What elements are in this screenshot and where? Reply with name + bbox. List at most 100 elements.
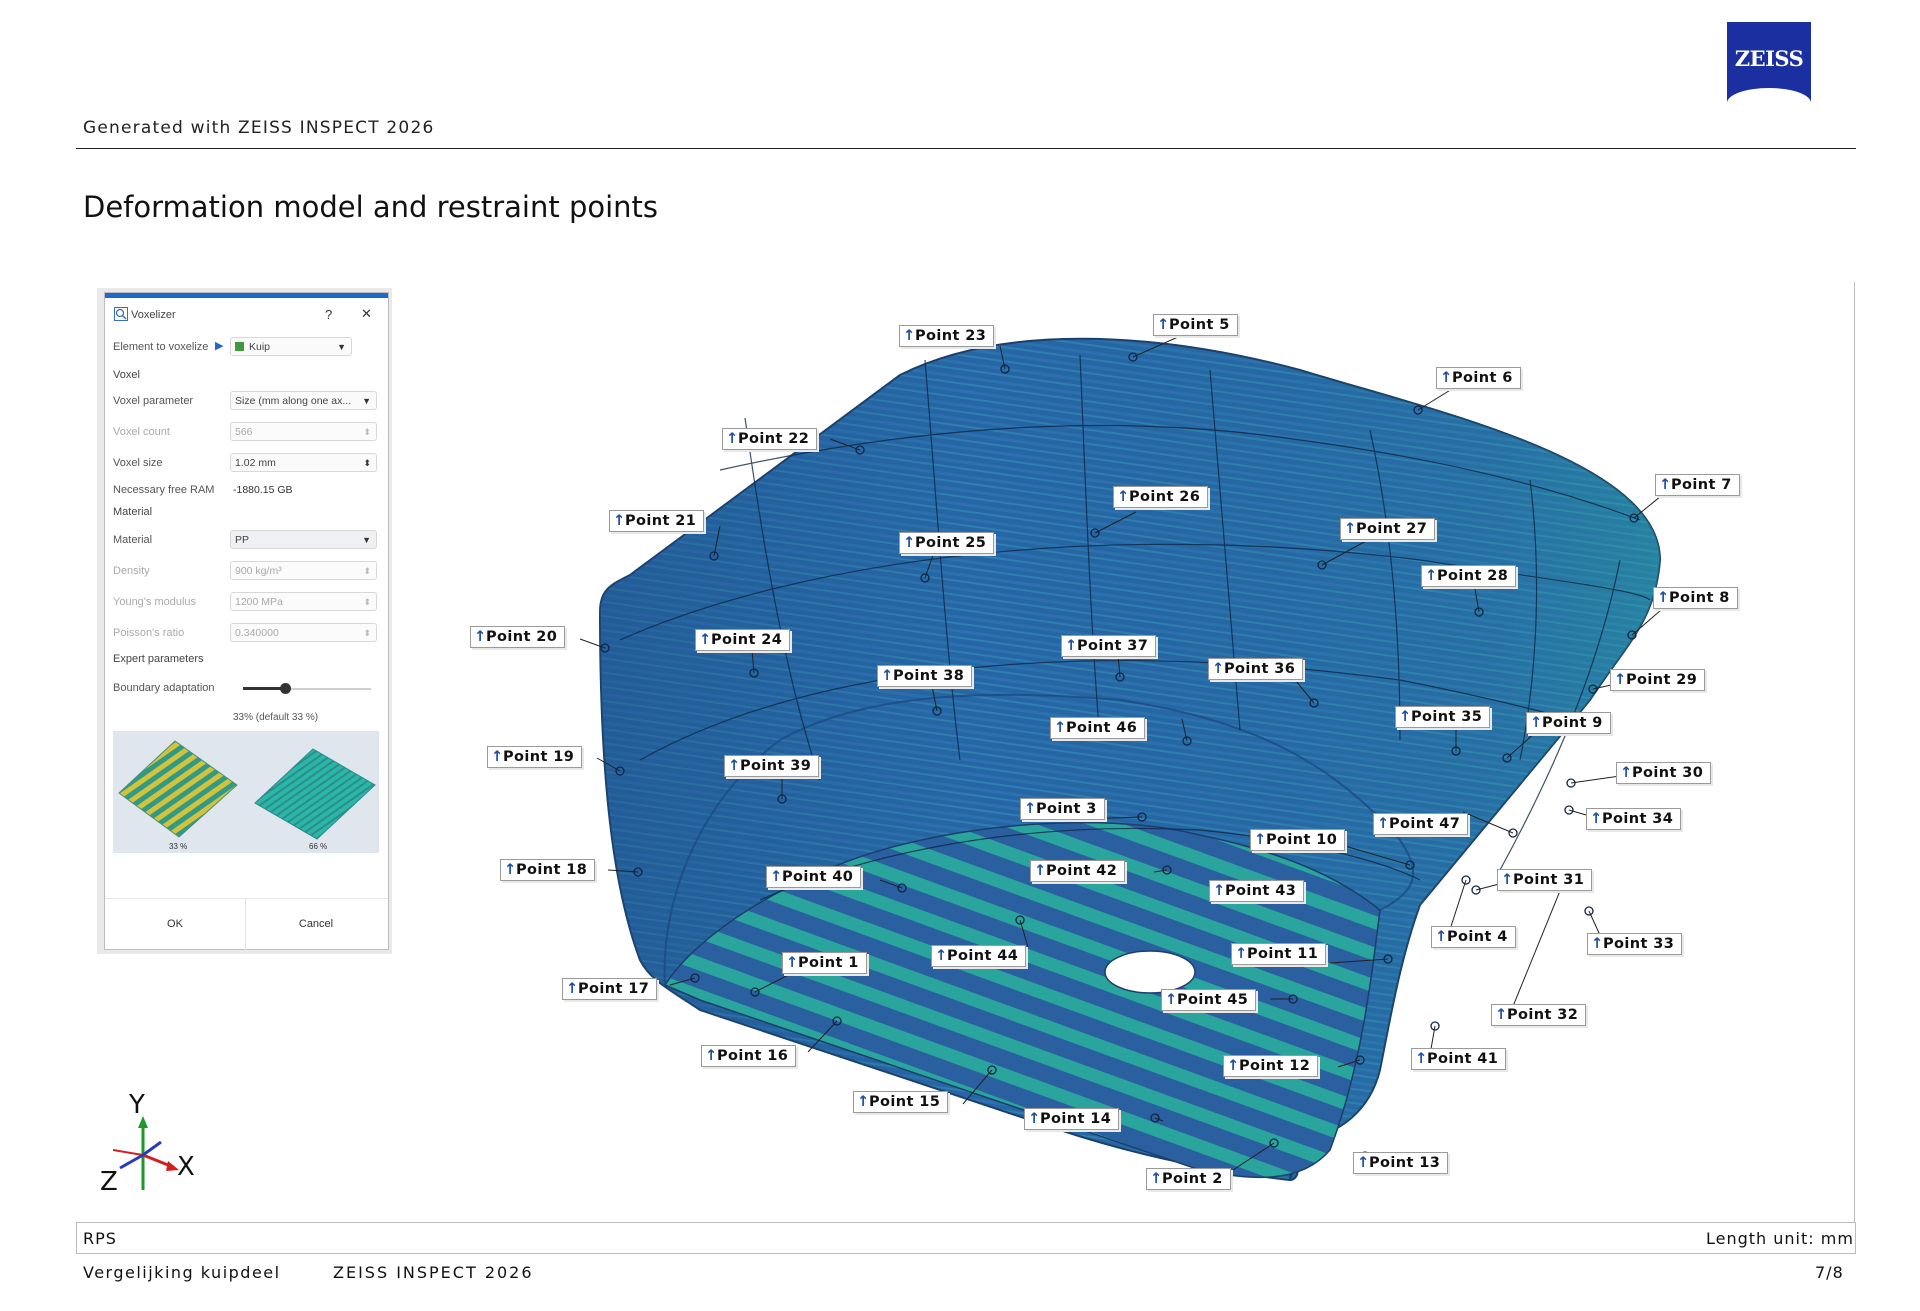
axis-x-label: X bbox=[177, 1152, 195, 1182]
point-label[interactable]: ↑Point 47 bbox=[1373, 813, 1469, 835]
axis-triad: Y X Z bbox=[95, 1090, 205, 1200]
voxel-count-label: Voxel count bbox=[113, 426, 170, 438]
restraint-arrow-icon: ↑ bbox=[881, 668, 894, 684]
close-button[interactable]: ✕ bbox=[361, 306, 372, 321]
restraint-arrow-icon: ↑ bbox=[1344, 521, 1357, 537]
material-select[interactable]: PP ▼ bbox=[230, 530, 377, 549]
restraint-arrow-icon: ↑ bbox=[1235, 946, 1248, 962]
help-button[interactable]: ? bbox=[325, 307, 333, 322]
ok-button[interactable]: OK bbox=[105, 899, 246, 950]
point-label[interactable]: ↑Point 24 bbox=[695, 629, 791, 651]
poissons-ratio-label: Poisson's ratio bbox=[113, 627, 185, 639]
point-label[interactable]: ↑Point 43 bbox=[1209, 880, 1305, 902]
point-label[interactable]: ↑Point 39 bbox=[724, 755, 820, 777]
restraint-arrow-icon: ↑ bbox=[1501, 872, 1514, 888]
point-label[interactable]: ↑Point 1 bbox=[782, 952, 867, 974]
point-label[interactable]: ↑Point 29 bbox=[1610, 669, 1706, 691]
play-icon[interactable]: ▶ bbox=[215, 340, 224, 352]
youngs-modulus-label: Young's modulus bbox=[113, 596, 197, 608]
restraint-arrow-icon: ↑ bbox=[1435, 929, 1448, 945]
point-label[interactable]: ↑Point 18 bbox=[500, 859, 596, 881]
material-label: Material bbox=[113, 534, 153, 546]
point-label[interactable]: ↑Point 26 bbox=[1113, 486, 1209, 508]
point-label[interactable]: ↑Point 14 bbox=[1024, 1108, 1120, 1130]
point-label[interactable]: ↑Point 34 bbox=[1586, 808, 1682, 830]
point-label[interactable]: ↑Point 25 bbox=[899, 532, 995, 554]
restraint-arrow-icon: ↑ bbox=[504, 862, 517, 878]
restraint-arrow-icon: ↑ bbox=[857, 1094, 870, 1110]
point-label[interactable]: ↑Point 28 bbox=[1421, 565, 1517, 587]
point-label[interactable]: ↑Point 37 bbox=[1061, 635, 1157, 657]
point-label[interactable]: ↑Point 32 bbox=[1491, 1004, 1587, 1026]
restraint-arrow-icon: ↑ bbox=[1591, 936, 1604, 952]
point-label[interactable]: ↑Point 2 bbox=[1146, 1168, 1231, 1190]
boundary-slider-handle[interactable] bbox=[280, 683, 291, 694]
point-label[interactable]: ↑Point 19 bbox=[487, 746, 583, 768]
generated-with-text: Generated with ZEISS INSPECT 2026 bbox=[83, 118, 435, 138]
point-label[interactable]: ↑Point 11 bbox=[1231, 943, 1327, 965]
point-label[interactable]: ↑Point 10 bbox=[1250, 829, 1346, 851]
point-label[interactable]: ↑Point 36 bbox=[1208, 658, 1304, 680]
voxel-size-field[interactable]: 1.02 mm ⬍ bbox=[230, 453, 377, 472]
point-label[interactable]: ↑Point 3 bbox=[1020, 798, 1105, 820]
point-label[interactable]: ↑Point 42 bbox=[1030, 860, 1126, 882]
restraint-arrow-icon: ↑ bbox=[566, 981, 579, 997]
point-label[interactable]: ↑Point 30 bbox=[1616, 762, 1712, 784]
point-label[interactable]: ↑Point 22 bbox=[722, 428, 818, 450]
length-unit: Length unit: mm bbox=[1706, 1229, 1854, 1248]
restraint-arrow-icon: ↑ bbox=[903, 535, 916, 551]
voxel-parameter-label: Voxel parameter bbox=[113, 395, 194, 407]
point-label[interactable]: ↑Point 41 bbox=[1411, 1048, 1507, 1070]
point-label[interactable]: ↑Point 4 bbox=[1431, 926, 1516, 948]
point-label[interactable]: ↑Point 40 bbox=[766, 866, 862, 888]
section-expert-parameters: Expert parameters bbox=[113, 653, 204, 665]
dialog-button-bar: OK Cancel bbox=[105, 898, 388, 950]
chevron-down-icon: ▼ bbox=[337, 342, 346, 352]
boundary-slider-track[interactable] bbox=[243, 688, 371, 690]
point-label[interactable]: ↑Point 33 bbox=[1587, 933, 1683, 955]
point-label[interactable]: ↑Point 27 bbox=[1340, 518, 1436, 540]
restraint-arrow-icon: ↑ bbox=[1165, 992, 1178, 1008]
boundary-adaptation-value: 33% (default 33 %) bbox=[233, 712, 319, 723]
restraint-arrow-icon: ↑ bbox=[474, 629, 487, 645]
document-name: Vergelijking kuipdeel bbox=[83, 1263, 281, 1282]
restraint-arrow-icon: ↑ bbox=[1415, 1051, 1428, 1067]
section-material: Material bbox=[113, 506, 153, 518]
logo-text: ZEISS bbox=[1734, 46, 1804, 71]
preview-right-caption: 66 % bbox=[309, 842, 327, 851]
preview-left-caption: 33 % bbox=[169, 842, 187, 851]
point-label[interactable]: ↑Point 20 bbox=[470, 626, 566, 648]
spinner-icon: ⬍ bbox=[363, 597, 371, 607]
point-label[interactable]: ↑Point 13 bbox=[1353, 1152, 1449, 1174]
point-label[interactable]: ↑Point 6 bbox=[1436, 367, 1521, 389]
voxel-parameter-select[interactable]: Size (mm along one ax... ▼ bbox=[230, 391, 377, 410]
point-label[interactable]: ↑Point 5 bbox=[1153, 314, 1238, 336]
point-label[interactable]: ↑Point 31 bbox=[1497, 869, 1593, 891]
point-label[interactable]: ↑Point 7 bbox=[1655, 474, 1740, 496]
restraint-arrow-icon: ↑ bbox=[770, 869, 783, 885]
axis-z-label: Z bbox=[100, 1167, 118, 1197]
restraint-arrow-icon: ↑ bbox=[1399, 709, 1412, 725]
spinner-icon[interactable]: ⬍ bbox=[363, 458, 371, 468]
point-label[interactable]: ↑Point 12 bbox=[1223, 1055, 1319, 1077]
boundary-preview-image: 33 % 66 % bbox=[113, 731, 379, 853]
cancel-button[interactable]: Cancel bbox=[298, 918, 334, 930]
point-label[interactable]: ↑Point 16 bbox=[701, 1045, 797, 1067]
voxel-count-value: 566 bbox=[235, 426, 253, 438]
point-label[interactable]: ↑Point 21 bbox=[609, 510, 705, 532]
point-label[interactable]: ↑Point 17 bbox=[562, 978, 658, 1000]
point-label[interactable]: ↑Point 9 bbox=[1526, 712, 1611, 734]
point-label[interactable]: ↑Point 44 bbox=[931, 945, 1027, 967]
point-label[interactable]: ↑Point 35 bbox=[1395, 706, 1491, 728]
restraint-arrow-icon: ↑ bbox=[699, 632, 712, 648]
point-label[interactable]: ↑Point 8 bbox=[1653, 587, 1738, 609]
point-label[interactable]: ↑Point 38 bbox=[877, 665, 973, 687]
poissons-ratio-field: 0.340000 ⬍ bbox=[230, 623, 377, 642]
restraint-arrow-icon: ↑ bbox=[1028, 1111, 1041, 1127]
point-label[interactable]: ↑Point 23 bbox=[899, 325, 995, 347]
point-label[interactable]: ↑Point 46 bbox=[1050, 717, 1146, 739]
point-label[interactable]: ↑Point 15 bbox=[853, 1091, 949, 1113]
element-select[interactable]: Kuip ▼ bbox=[230, 337, 352, 356]
point-label[interactable]: ↑Point 45 bbox=[1161, 989, 1257, 1011]
restraint-arrow-icon: ↑ bbox=[1034, 863, 1047, 879]
